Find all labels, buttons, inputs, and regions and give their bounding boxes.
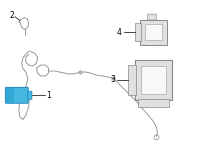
FancyBboxPatch shape [5, 87, 28, 103]
FancyBboxPatch shape [135, 60, 172, 100]
FancyBboxPatch shape [27, 91, 32, 99]
Text: 1: 1 [47, 91, 51, 100]
FancyBboxPatch shape [140, 20, 167, 45]
Text: 2: 2 [9, 11, 14, 20]
FancyBboxPatch shape [141, 66, 166, 94]
Text: 4: 4 [117, 28, 122, 37]
FancyBboxPatch shape [138, 99, 169, 107]
FancyBboxPatch shape [128, 65, 136, 95]
FancyBboxPatch shape [147, 14, 156, 20]
FancyBboxPatch shape [135, 24, 141, 41]
FancyBboxPatch shape [145, 24, 162, 40]
Text: 3: 3 [110, 75, 115, 84]
FancyBboxPatch shape [5, 87, 14, 103]
